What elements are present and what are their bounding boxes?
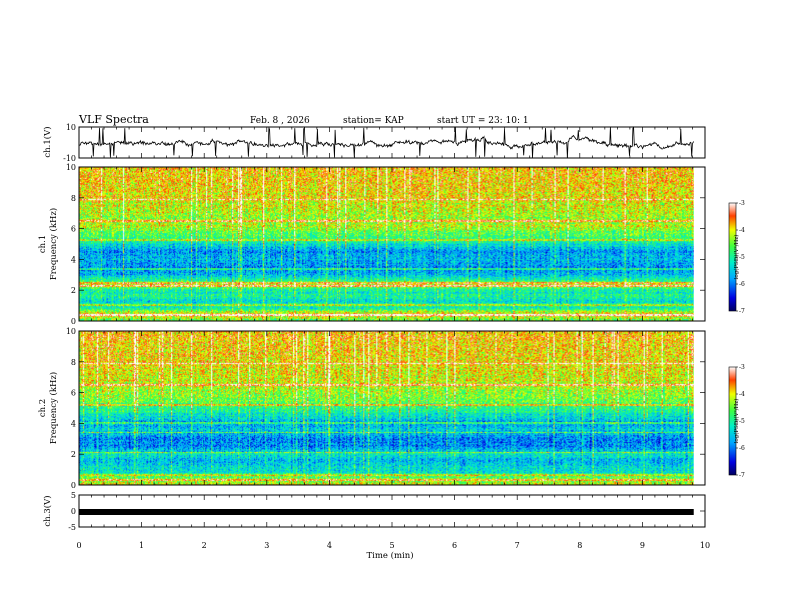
- x-tick-label: 8: [577, 541, 582, 550]
- x-tick-label: 3: [264, 541, 269, 550]
- ch1-colorbar-tick-label: -7: [739, 308, 745, 315]
- ch2-ylabel-frequency: Frequency (kHz): [48, 372, 59, 444]
- x-tick-label: 9: [640, 541, 645, 550]
- ch1v-ytick-label: 10: [66, 123, 76, 132]
- ch2-colorbar-tick-label: -5: [739, 418, 745, 425]
- ch2-ytick-label: 0: [71, 481, 76, 490]
- ch2-colorbar: -3 -4 -5 -6 -7: [728, 364, 745, 479]
- ch2-ytick-label: 4: [71, 419, 76, 428]
- ch2-spectrogram-panel: 0 2 4 6 8 10: [66, 327, 706, 490]
- ch2-colorbar-tick-label: -3: [739, 364, 745, 371]
- ch2-ytick-label: 6: [71, 389, 76, 398]
- ch2-colorbar-tick-label: -7: [739, 472, 745, 479]
- ch3-voltage-ylabel: ch.3(V): [42, 495, 53, 526]
- x-axis-label: Time (min): [366, 550, 413, 561]
- x-tick-label: 4: [327, 541, 332, 550]
- chart-title: VLF Spectra: [78, 113, 149, 126]
- x-tick-label: 10: [700, 541, 710, 550]
- x-tick-label: 6: [452, 541, 457, 550]
- ch1v-ytick-label: -10: [63, 154, 76, 163]
- x-tick-label: 5: [389, 541, 394, 550]
- ch1-colorbar-tick-label: -5: [739, 254, 745, 261]
- ch1-colorbar-tick-label: -4: [739, 227, 745, 234]
- ch1-ylabel-frequency: Frequency (kHz): [48, 208, 59, 280]
- ch1-ylabel-channel: ch.1: [38, 235, 48, 253]
- ch3v-ytick-label: -5: [68, 523, 76, 532]
- x-tick-label: 2: [202, 541, 207, 550]
- ch1-colorbar-tick-label: -6: [739, 281, 745, 288]
- x-tick-label: 7: [515, 541, 520, 550]
- ch2-ylabel-channel: ch.2: [38, 399, 48, 417]
- ch1-colorbar: -3 -4 -5 -6 -7: [728, 200, 745, 315]
- date-label: Feb. 8 , 2026: [250, 116, 310, 126]
- ch1-colorbar-tick-label: -3: [739, 200, 745, 207]
- x-tick-label: 0: [76, 541, 81, 550]
- ch2-ytick-label: 2: [71, 450, 76, 459]
- ch1-ytick-label: 10: [66, 163, 76, 172]
- ch3v-ytick-label: 0: [71, 507, 76, 516]
- ch2-ytick-label: 10: [66, 327, 76, 336]
- ch1-ytick-label: 2: [71, 286, 76, 295]
- ch1-spectrogram-image: [79, 167, 694, 321]
- start-time-label: start UT = 23: 10: 1: [437, 116, 529, 126]
- ch2-colorbar-label: log(PSD)(V²/Hz): [733, 399, 740, 444]
- ch3v-ytick-label: 5: [71, 491, 76, 500]
- station-label: station= KAP: [343, 116, 404, 126]
- ch1-spectrogram-panel: 0 2 4 6 8 10: [66, 163, 706, 326]
- ch1-ytick-label: 8: [71, 194, 76, 203]
- ch2-colorbar-tick-label: -6: [739, 445, 745, 452]
- ch2-spectrogram-image: [79, 331, 694, 485]
- ch2-ytick-label: 8: [71, 358, 76, 367]
- ch1v-series-line: [78, 126, 695, 158]
- ch1-voltage-panel: 10 -10: [63, 123, 706, 163]
- ch3-voltage-panel: 5 0 -5: [68, 491, 706, 532]
- ch1-voltage-ylabel: ch.1(V): [42, 126, 53, 157]
- ch1-ytick-label: 4: [71, 255, 76, 264]
- ch1-ytick-label: 6: [71, 225, 76, 234]
- ch1-colorbar-label: log(PSD)(V²/Hz): [733, 235, 740, 280]
- ch2-colorbar-tick-label: -4: [739, 391, 745, 398]
- ch1-ytick-label: 0: [71, 317, 76, 326]
- x-axis-tick-labels: 0 1 2 3 4 5 6 7 8 9 10: [76, 541, 710, 550]
- x-tick-label: 1: [139, 541, 144, 550]
